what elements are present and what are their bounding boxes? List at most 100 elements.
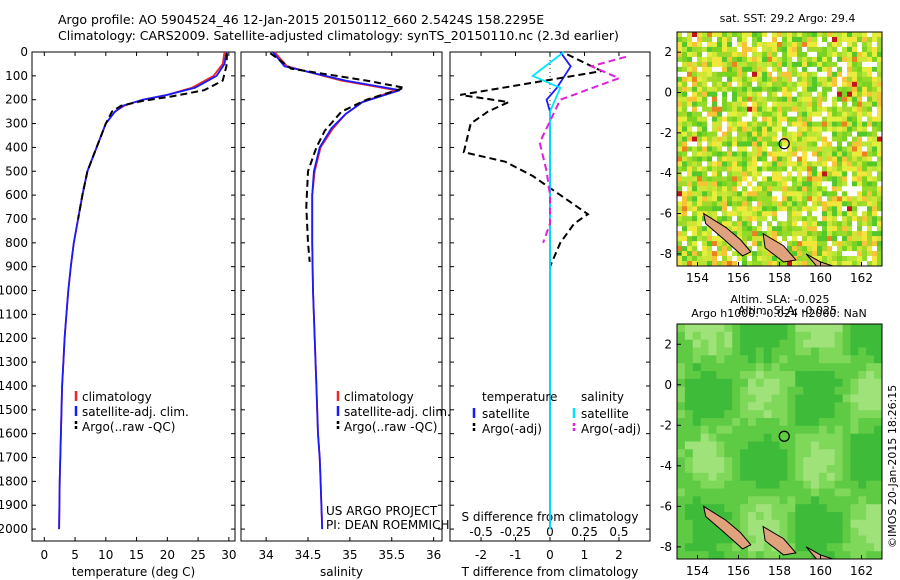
map-cell [857, 76, 863, 83]
sla-map-ytick-label: -6 [660, 499, 672, 513]
map-cell [757, 176, 763, 182]
map-cell [772, 181, 778, 187]
map-cell [772, 261, 778, 267]
map-cell [684, 441, 694, 450]
map-cell [795, 378, 804, 387]
map-cell [787, 231, 793, 237]
map-cell [682, 86, 688, 93]
map-cell [727, 91, 733, 98]
map-cell [818, 488, 828, 497]
map-cell [747, 56, 753, 63]
map-cell [797, 186, 803, 192]
map-cell [772, 236, 778, 242]
map-cell [712, 51, 718, 58]
map-cell [867, 206, 873, 212]
map-cell [732, 472, 741, 481]
map-cell [827, 86, 833, 93]
map-cell [748, 347, 757, 356]
map-cell [812, 196, 818, 202]
map-cell [747, 81, 753, 88]
map-cell [852, 146, 858, 152]
map-cell [757, 61, 763, 68]
map-cell [802, 151, 808, 157]
map-cell [771, 504, 780, 513]
map-cell [732, 216, 738, 222]
map-cell [762, 86, 768, 93]
map-cell [803, 355, 812, 364]
map-cell [732, 176, 738, 182]
map-cell [787, 176, 793, 182]
map-cell [707, 81, 713, 88]
map-cell [747, 201, 753, 207]
map-cell [752, 156, 758, 162]
map-cell [752, 211, 758, 217]
map-cell [842, 176, 848, 182]
map-cell [811, 465, 820, 474]
map-cell [767, 216, 773, 222]
map-cell [762, 256, 768, 262]
map-cell [826, 527, 836, 536]
map-cell [807, 81, 813, 88]
map-cell [708, 472, 717, 481]
map-cell [727, 66, 733, 73]
map-cell [803, 488, 812, 497]
map-cell [677, 261, 683, 267]
map-cell [797, 156, 803, 162]
map-cell [692, 151, 698, 157]
map-cell [822, 231, 828, 237]
map-cell [708, 449, 717, 458]
map-cell [747, 146, 753, 152]
map-cell [755, 339, 765, 348]
map-cell [779, 378, 788, 387]
map-cell [826, 457, 836, 466]
map-cell [712, 111, 718, 118]
map-cell [697, 66, 703, 73]
map-cell [747, 181, 753, 187]
map-cell [682, 126, 688, 132]
map-cell [677, 449, 686, 458]
map-cell [697, 256, 703, 262]
map-cell [812, 101, 818, 108]
map-cell [708, 402, 717, 411]
map-cell [707, 136, 713, 142]
map-cell [702, 251, 708, 257]
map-cell [708, 488, 717, 497]
map-cell [866, 543, 875, 552]
map-cell [787, 236, 793, 242]
map-cell [872, 81, 878, 88]
map-cell [772, 216, 778, 222]
map-cell [687, 121, 693, 127]
map-cell [812, 61, 818, 68]
map-cell [787, 76, 793, 83]
map-cell [795, 418, 804, 427]
map-cell [787, 201, 793, 207]
map-cell [716, 472, 725, 481]
map-cell [697, 181, 703, 187]
map-cell [682, 106, 688, 113]
map-cell [752, 106, 758, 113]
map-cell [842, 496, 851, 505]
map-cell [807, 211, 813, 217]
map-cell [847, 61, 853, 68]
map-cell [807, 156, 813, 162]
map-cell [862, 37, 868, 43]
map-cell [795, 449, 804, 458]
map-cell [857, 86, 863, 93]
map-cell [677, 512, 686, 521]
map-cell [677, 216, 683, 222]
map-cell [834, 480, 843, 489]
map-cell [740, 363, 749, 372]
map-cell [862, 66, 868, 73]
map-cell [737, 216, 743, 222]
map-cell [818, 512, 828, 521]
map-cell [857, 116, 863, 122]
map-cell [858, 363, 867, 372]
map-cell [747, 256, 753, 262]
map-cell [802, 121, 808, 127]
map-cell [834, 535, 843, 544]
map-cell [727, 181, 733, 187]
map-cell [867, 151, 873, 157]
map-cell [852, 111, 858, 118]
map-cell [787, 519, 796, 528]
map-cell [822, 151, 828, 157]
